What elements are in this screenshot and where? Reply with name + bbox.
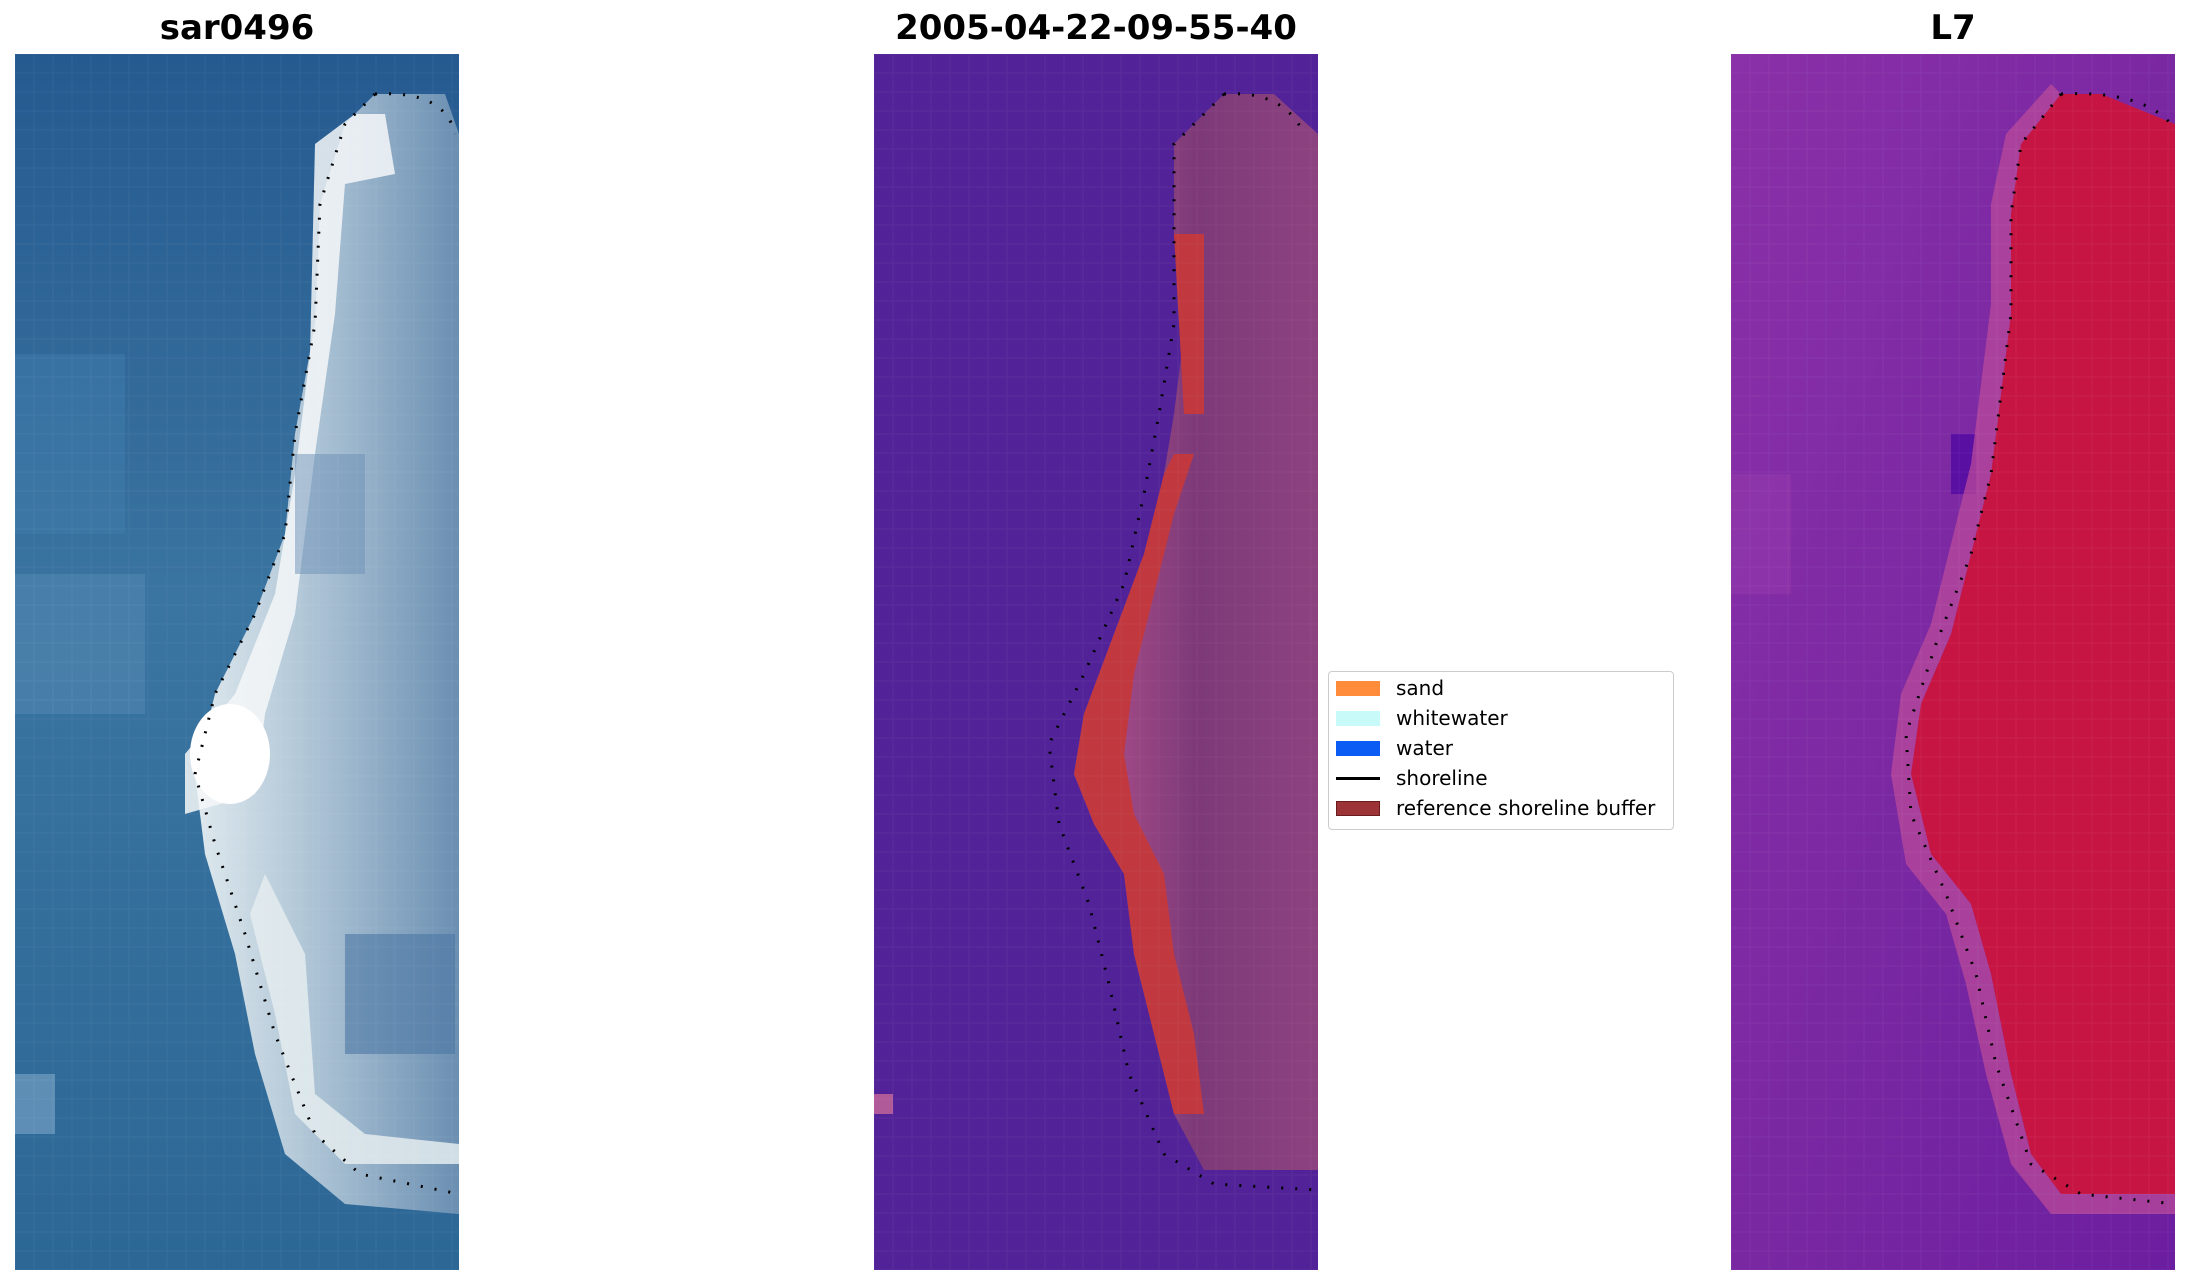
- mndwi-image: [1731, 54, 2175, 1270]
- rgb-image-panel: [15, 54, 459, 1270]
- legend-item-water: water: [1336, 733, 1453, 763]
- legend-item-reference-buffer: reference shoreline buffer: [1336, 793, 1655, 823]
- buffer-swatch: [1336, 800, 1380, 816]
- classified-image: [874, 54, 1318, 1270]
- legend-label: water: [1396, 736, 1453, 760]
- sand-swatch: [1336, 680, 1380, 696]
- mndwi-image-panel: [1731, 54, 2175, 1270]
- rgb-image: [15, 54, 459, 1270]
- legend-item-sand: sand: [1336, 673, 1444, 703]
- panel-title-mndwi: L7: [1930, 8, 1976, 48]
- panel-title-classified: 2005-04-22-09-55-40: [895, 8, 1297, 48]
- legend-label: reference shoreline buffer: [1396, 796, 1656, 820]
- whitewater-swatch: [1336, 710, 1380, 726]
- shoreline-line-swatch: [1336, 776, 1380, 780]
- panel-title-rgb: sar0496: [159, 8, 315, 48]
- legend-label: whitewater: [1396, 706, 1508, 730]
- water-swatch: [1336, 740, 1380, 756]
- classified-image-panel: [874, 54, 1318, 1270]
- legend-label: shoreline: [1396, 766, 1488, 790]
- legend-item-whitewater: whitewater: [1336, 703, 1508, 733]
- legend-label: sand: [1396, 676, 1445, 700]
- legend-item-shoreline: shoreline: [1336, 763, 1488, 793]
- legend: sand whitewater water shoreline referenc…: [1328, 671, 1674, 830]
